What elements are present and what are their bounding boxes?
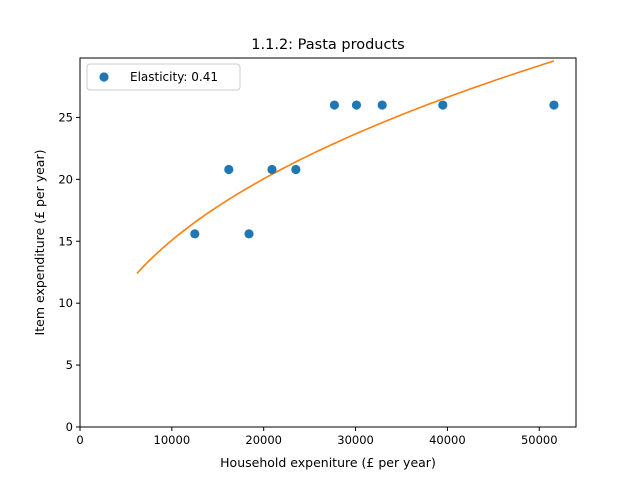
data-point <box>438 100 448 110</box>
x-tick-label: 10000 <box>154 433 191 447</box>
data-point <box>267 164 277 175</box>
y-tick-label: 5 <box>66 358 73 372</box>
y-tick-label: 0 <box>66 420 73 434</box>
fit-line <box>136 60 555 275</box>
x-tick-label: 50000 <box>521 433 558 447</box>
legend-marker <box>99 72 109 82</box>
data-point <box>549 100 559 110</box>
data-point <box>377 100 387 110</box>
legend: Elasticity: 0.41 <box>86 63 241 91</box>
x-tick-label: 40000 <box>429 433 466 447</box>
y-tick-label: 25 <box>58 110 73 124</box>
y-tick-label: 10 <box>58 296 73 310</box>
data-point <box>351 100 362 110</box>
y-axis-label: Item expenditure (£ per year) <box>32 150 47 336</box>
chart-title: 1.1.2: Pasta products <box>251 37 404 53</box>
legend-label: Elasticity: 0.41 <box>130 70 218 84</box>
plot-area <box>79 57 577 428</box>
y-tick-label: 15 <box>58 234 73 248</box>
x-tick-label: 0 <box>76 433 83 447</box>
x-tick-label: 30000 <box>337 433 374 447</box>
data-point <box>291 164 301 175</box>
data-point <box>329 100 340 110</box>
data-point <box>244 229 254 239</box>
x-tick-label: 20000 <box>245 433 282 447</box>
x-axis-label: Household expeniture (£ per year) <box>220 455 436 470</box>
legend-box <box>86 63 241 91</box>
data-point <box>224 164 234 175</box>
data-point <box>190 229 200 239</box>
y-tick-label: 20 <box>58 172 73 186</box>
